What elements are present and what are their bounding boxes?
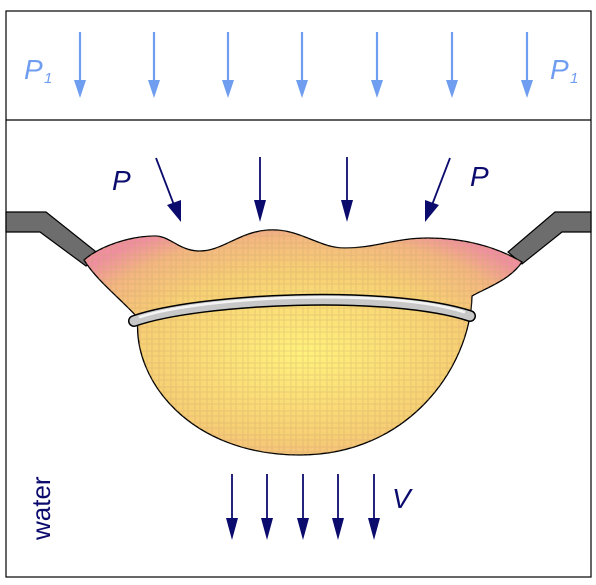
p1-right-subscript: 1 <box>570 70 578 87</box>
top-arrow <box>371 32 383 98</box>
v-flow-arrows <box>226 474 380 540</box>
p-arrow-diagonal-left <box>155 157 181 222</box>
filter-mass <box>83 229 523 456</box>
water-label: water <box>26 476 56 541</box>
p-arrow-diagonal-right <box>425 157 451 222</box>
p1-label-left: P 1 <box>24 54 52 87</box>
top-arrow <box>521 32 533 98</box>
v-arrow <box>297 474 309 540</box>
p1-right-letter: P <box>550 54 569 85</box>
right-support-plate <box>507 211 592 265</box>
v-arrow <box>368 474 380 540</box>
top-arrow <box>74 32 86 98</box>
v-arrow <box>332 474 344 540</box>
p-pressure-arrows <box>155 157 451 222</box>
left-support-plate <box>5 211 101 267</box>
p-label-right: P <box>470 161 489 192</box>
top-arrow <box>222 32 234 98</box>
v-label: V <box>392 483 413 514</box>
reinforcing-ring <box>129 295 475 326</box>
p-label-left: P <box>112 165 131 196</box>
support-plates <box>5 211 592 267</box>
p-arrow-vertical <box>341 157 353 222</box>
top-pressure-arrows <box>74 32 533 98</box>
v-arrow <box>226 474 238 540</box>
p1-left-letter: P <box>24 54 43 85</box>
top-arrow <box>148 32 160 98</box>
top-arrow <box>446 32 458 98</box>
p-arrow-vertical <box>254 157 266 222</box>
ring-highlight <box>138 296 466 319</box>
top-arrow <box>296 32 308 98</box>
p1-label-right: P 1 <box>550 54 578 87</box>
outer-frame <box>5 10 592 578</box>
p1-left-subscript: 1 <box>44 70 52 87</box>
v-arrow <box>261 474 273 540</box>
filter-mesh-texture <box>84 229 522 455</box>
